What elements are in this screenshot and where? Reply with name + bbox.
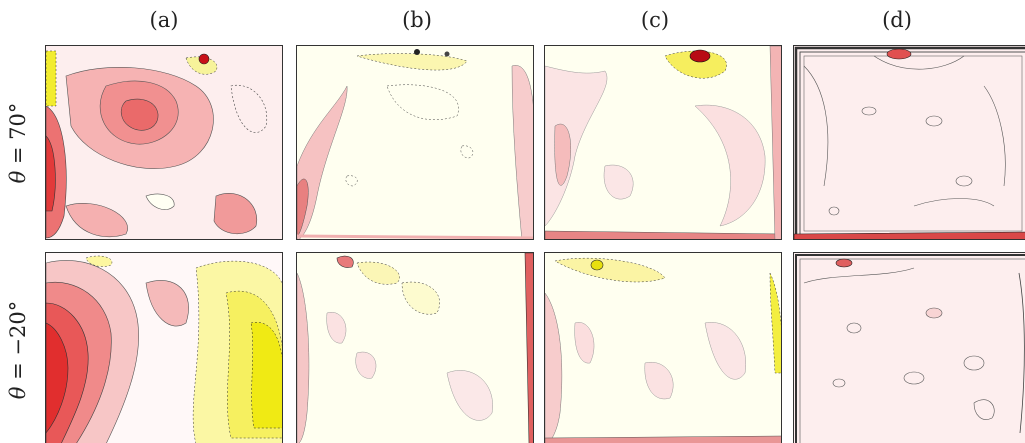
row-label-top-symbol: θ xyxy=(6,170,30,184)
panel-b-top xyxy=(296,45,534,240)
row-label-top-eq: = xyxy=(6,139,30,171)
panel-d-bottom xyxy=(793,252,1025,443)
contour-plot-d-top xyxy=(794,46,1025,239)
panel-a-bottom xyxy=(45,252,283,443)
column-label-c: (c) xyxy=(640,8,670,32)
row-label-bottom-value: −20° xyxy=(6,300,30,356)
contour-plot-b-bottom xyxy=(297,253,533,443)
contour-plot-d-bottom xyxy=(794,253,1025,443)
panel-c-bottom xyxy=(544,252,782,443)
panel-d-top xyxy=(793,45,1025,240)
row-label-bottom: θ = −20° xyxy=(3,260,33,440)
column-label-a: (a) xyxy=(149,8,179,32)
contour-plot-c-bottom xyxy=(545,253,781,443)
row-label-bottom-eq: = xyxy=(6,355,30,387)
column-label-d: (d) xyxy=(882,8,912,32)
contour-plot-c-top xyxy=(545,46,781,239)
contour-plot-b-top xyxy=(297,46,533,239)
row-label-bottom-symbol: θ xyxy=(6,386,30,400)
panel-c-top xyxy=(544,45,782,240)
contour-plot-a-bottom xyxy=(46,253,282,443)
row-label-top-value: 70° xyxy=(6,102,30,140)
panel-a-top xyxy=(45,45,283,240)
column-label-b: (b) xyxy=(402,8,432,32)
contour-plot-a-top xyxy=(46,46,282,239)
row-label-top: θ = 70° xyxy=(3,53,33,233)
panel-b-bottom xyxy=(296,252,534,443)
